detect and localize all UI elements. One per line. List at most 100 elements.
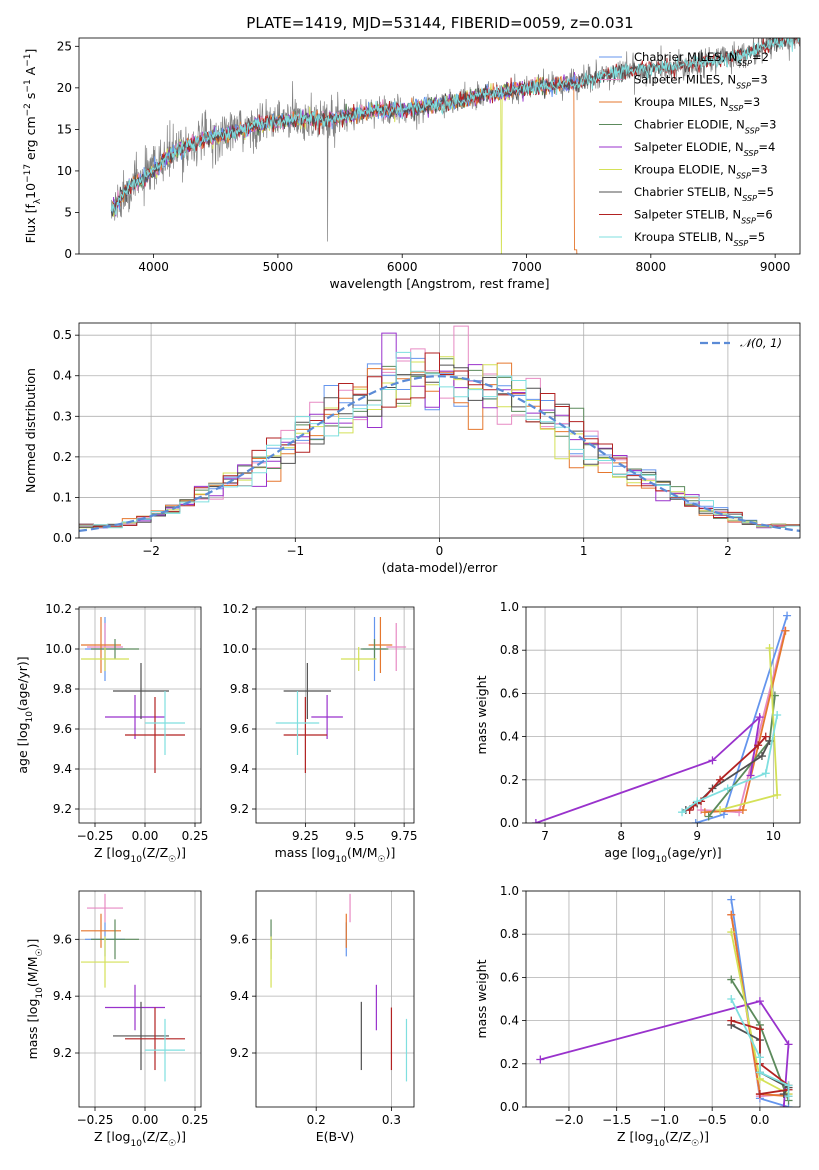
ssp-marker [754, 741, 763, 750]
ssp-marker [708, 756, 717, 765]
y-axis-label: mass weight [474, 675, 489, 754]
x-tick-label: −0.25 [77, 829, 114, 843]
EBV_vs_mass-plot-area [270, 893, 408, 1082]
observed-spectrum [110, 38, 800, 242]
ssp-marker [536, 1055, 545, 1064]
ssp-marker [727, 995, 736, 1003]
ssp-marker [784, 1040, 793, 1049]
ssp-marker [727, 928, 736, 937]
x-tick-label: 2 [724, 544, 732, 558]
x-tick-label: −0.25 [77, 1113, 114, 1127]
ssp-marker [779, 1090, 788, 1099]
x-tick-label: 9.75 [391, 829, 418, 843]
x-tick-label: 0.00 [132, 1113, 159, 1127]
ssp-marker [765, 644, 774, 653]
x-tick-label: 0.25 [182, 829, 209, 843]
y-tick-label: 0.6 [500, 970, 519, 984]
Z_vs_mass-panel: −0.25 0.00 0.25 9.2 9.4 9.6 Z [log10(Z/Z☉)] mas… [25, 890, 209, 1149]
axes-frame [78, 606, 202, 824]
axes-frame [255, 890, 415, 1108]
x-tick-label: 8 [617, 829, 625, 843]
x-tick-label: −1 [286, 544, 304, 558]
x-tick-label: 7000 [511, 260, 542, 274]
ssp-marker [784, 1092, 793, 1101]
ssp-marker [755, 1090, 764, 1099]
x-axis-label: mass [log10(M/M☉)] [275, 845, 396, 865]
y-tick-label: 9.2 [230, 1046, 249, 1060]
y-tick-label: 25 [57, 39, 72, 53]
Z_vs_mass-plot-area [81, 893, 185, 1082]
legend-entry: Kroupa MILES, NSSP=3 [634, 95, 760, 113]
y-tick-label: 9.8 [53, 682, 72, 696]
ssp-marker [781, 626, 790, 635]
y-tick-label: 9.4 [53, 762, 72, 776]
y-axis-label: Flux [fλ10−17 erg cm−2 s−1 A−1] [23, 49, 43, 244]
x-tick-label: −2.0 [554, 1113, 583, 1127]
y-tick-label: 0.0 [500, 1100, 519, 1114]
y-tick-label: 0.4 [500, 730, 519, 744]
y-tick-label: 0.4 [500, 1014, 519, 1028]
y-tick-label: 0.8 [500, 927, 519, 941]
y-tick-label: 9.6 [230, 932, 249, 946]
x-tick-label: −2 [142, 544, 160, 558]
y-tick-label: 9.4 [53, 989, 72, 1003]
y-tick-label: 0.1 [53, 490, 72, 504]
ssp-marker [704, 812, 713, 821]
ssp-marker [716, 806, 725, 815]
ssp-marker [691, 819, 700, 823]
legend-entry: Kroupa STELIB, NSSP=5 [634, 230, 765, 248]
x-tick-label: 0.0 [750, 1113, 769, 1127]
ssp-marker [693, 797, 702, 806]
x-tick-label: 5000 [263, 260, 294, 274]
x-tick-label: −1.0 [650, 1113, 679, 1127]
ssp-marker [727, 975, 736, 984]
x-tick-label: 0 [436, 544, 444, 558]
ssp-weight-line [535, 714, 761, 823]
legend-entry: Chabrier STELIB, NSSP=5 [634, 185, 774, 203]
y-tick-label: 9.2 [53, 1046, 72, 1060]
x-axis-label: age [log10(age/yr)] [604, 845, 721, 865]
x-tick-label: 0.25 [182, 1113, 209, 1127]
normal-reference-curve [79, 375, 800, 532]
x-axis-label: Z [log10(Z/Z☉)] [94, 1129, 186, 1149]
x-tick-label: 9.5 [345, 829, 364, 843]
axes-frame [78, 890, 202, 1108]
x-tick-label: 0.3 [382, 1113, 401, 1127]
y-tick-label: 9.6 [230, 722, 249, 736]
x-tick-label: 8000 [636, 260, 667, 274]
legend-entry: Chabrier ELODIE, NSSP=3 [634, 118, 776, 136]
x-tick-label: 6000 [387, 260, 418, 274]
x-tick-label: 0.00 [132, 829, 159, 843]
ssp-marker [755, 1068, 764, 1077]
y-tick-label: 9.2 [53, 802, 72, 816]
x-tick-label: 9.25 [292, 829, 319, 843]
axes-frame [525, 890, 801, 1108]
y-tick-label: 10.0 [222, 642, 249, 656]
ssp-marker [773, 711, 782, 719]
mass_vs_age-panel: 9.25 9.5 9.75 9.2 9.4 9.6 9.8 10.0 10.2 mass [log… [222, 602, 417, 865]
legend-entry: Salpeter ELODIE, NSSP=4 [634, 140, 775, 158]
ssp-marker [761, 769, 770, 778]
ssp-marker [773, 790, 782, 799]
ssp-marker [755, 713, 764, 722]
y-tick-label: 9.2 [230, 802, 249, 816]
ssp-marker [757, 752, 766, 761]
ssp-marker [716, 775, 725, 784]
y-tick-label: 0.6 [500, 686, 519, 700]
x-tick-label: −1.5 [602, 1113, 631, 1127]
y-tick-label: 0.4 [53, 369, 72, 383]
y-tick-label: 9.4 [230, 762, 249, 776]
x-tick-label: 9000 [760, 260, 791, 274]
y-axis-label: Normed distribution [23, 368, 38, 493]
axes-frame [525, 606, 801, 824]
spectrum-plot-area [110, 38, 800, 254]
y-tick-label: 10 [57, 164, 72, 178]
legend-entry: Salpeter MILES, NSSP=3 [634, 73, 768, 91]
y-tick-label: 0 [64, 247, 72, 261]
ssp-weight-line [540, 1000, 790, 1107]
ssp-marker [727, 1016, 736, 1025]
ssp-marker [784, 1081, 793, 1090]
x-tick-label: −0.5 [698, 1113, 727, 1127]
x-axis-label: (data-model)/error [382, 560, 499, 575]
